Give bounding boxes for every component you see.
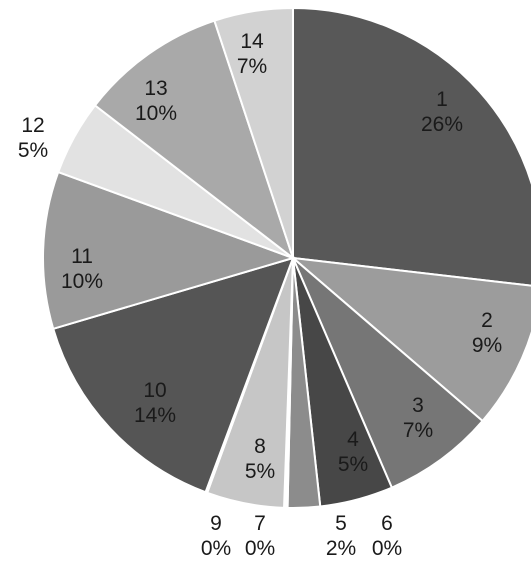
slice-label-10: 10 14% [134,379,176,427]
slice-category-label: 10 [143,379,166,402]
slice-percent-label: 0% [245,537,275,560]
pie-slice-11 [42,170,297,331]
pie-slice-10 [51,256,295,494]
slice-percent-label: 10% [61,270,103,293]
pie-slice-14 [213,6,294,259]
slice-label-5: 5 2% [326,512,356,560]
pie-slice-1 [292,6,531,287]
slice-percent-label: 9% [472,334,502,357]
slice-label-12: 12 5% [18,114,48,162]
slice-label-3: 3 7% [403,394,433,442]
slice-label-7: 7 0% [245,512,275,560]
slice-category-label: 12 [21,114,44,137]
slice-percent-label: 2% [326,537,356,560]
slice-category-label: 14 [240,30,264,53]
slice-percent-label: 5% [18,139,48,162]
slice-percent-label: 10% [135,102,177,125]
slice-category-label: 8 [254,435,266,458]
slice-label-13: 13 10% [135,77,177,125]
slice-label-2: 2 9% [472,309,502,357]
slice-label-6: 6 0% [372,512,402,560]
pie-slice-2 [289,256,531,423]
slice-percent-label: 26% [421,113,463,136]
slice-label-14: 14 7% [237,30,267,78]
slice-category-label: 2 [481,309,493,332]
slice-label-4: 4 5% [338,428,368,476]
slice-label-9: 9 0% [201,512,231,560]
slice-category-label: 5 [335,512,347,535]
slice-category-label: 9 [210,512,222,535]
slice-category-label: 1 [436,88,448,111]
slice-category-label: 4 [347,428,359,451]
slice-percent-label: 0% [372,537,402,560]
pie-slice-13 [93,19,295,261]
slice-category-label: 11 [71,245,93,268]
slice-category-label: 7 [254,512,266,535]
slice-label-8: 8 5% [245,435,275,483]
slice-percent-label: 5% [245,460,275,483]
slice-category-label: 3 [412,394,424,417]
slice-label-1: 1 26% [421,88,463,136]
slice-percent-label: 7% [403,419,433,442]
slice-percent-label: 0% [201,537,231,560]
pie-slice-3 [292,257,485,489]
pie-slices [42,6,531,509]
slice-category-label: 6 [381,512,393,535]
slice-percent-label: 5% [338,453,368,476]
slice-percent-label: 7% [237,55,267,78]
pie-labels: 1 26%2 9%3 7%4 5%5 2%6 0%7 0%8 5%9 0%10 14%11 10%12… [18,30,502,560]
slice-label-11: 11 10% [61,245,103,293]
slice-percent-label: 14% [134,404,176,427]
slice-category-label: 13 [144,77,167,100]
